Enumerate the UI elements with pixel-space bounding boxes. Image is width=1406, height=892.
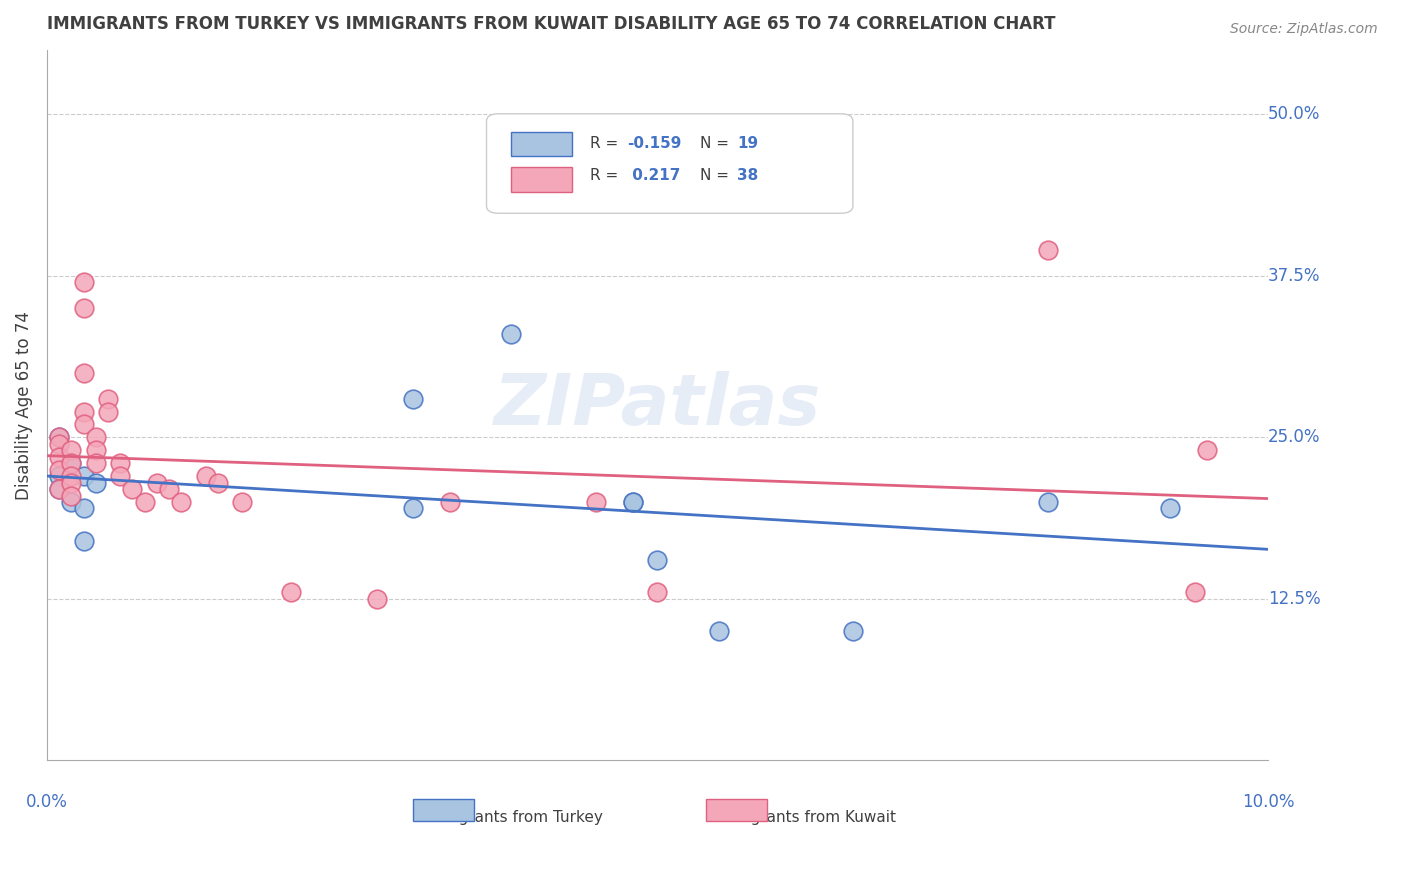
Point — [621, 495, 644, 509]
Point — [72, 276, 94, 290]
Point — [499, 327, 522, 342]
Point — [647, 585, 669, 599]
Point — [72, 404, 94, 418]
Text: 0.0%: 0.0% — [25, 793, 67, 811]
Point — [1038, 495, 1060, 509]
Text: N =: N = — [700, 168, 734, 183]
Point — [72, 501, 94, 516]
Text: 25.0%: 25.0% — [1268, 428, 1320, 446]
Text: Immigrants from Kuwait: Immigrants from Kuwait — [711, 810, 896, 825]
FancyBboxPatch shape — [413, 799, 474, 821]
Text: R =: R = — [591, 168, 623, 183]
Point — [707, 624, 730, 639]
Point — [60, 469, 83, 483]
Text: 38: 38 — [737, 168, 758, 183]
Point — [48, 437, 70, 451]
Point — [60, 475, 83, 490]
Point — [84, 430, 107, 444]
Text: 0.217: 0.217 — [627, 168, 681, 183]
Point — [439, 495, 461, 509]
Text: N =: N = — [700, 136, 734, 151]
Point — [231, 495, 253, 509]
Point — [108, 456, 131, 470]
Point — [170, 495, 193, 509]
Point — [134, 495, 156, 509]
Point — [1159, 501, 1181, 516]
Point — [48, 482, 70, 496]
Point — [621, 495, 644, 509]
Point — [194, 469, 217, 483]
Y-axis label: Disability Age 65 to 74: Disability Age 65 to 74 — [15, 310, 32, 500]
Point — [1195, 443, 1218, 458]
Point — [1038, 243, 1060, 257]
Point — [72, 366, 94, 380]
Point — [60, 456, 83, 470]
Point — [60, 495, 83, 509]
Point — [48, 469, 70, 483]
Point — [97, 392, 120, 406]
Point — [48, 430, 70, 444]
Text: Immigrants from Turkey: Immigrants from Turkey — [419, 810, 602, 825]
Point — [97, 404, 120, 418]
Text: R =: R = — [591, 136, 623, 151]
Point — [207, 475, 229, 490]
Text: 10.0%: 10.0% — [1241, 793, 1295, 811]
Text: 37.5%: 37.5% — [1268, 267, 1320, 285]
Point — [60, 456, 83, 470]
Point — [84, 475, 107, 490]
Text: -0.159: -0.159 — [627, 136, 682, 151]
FancyBboxPatch shape — [510, 131, 572, 156]
Text: Source: ZipAtlas.com: Source: ZipAtlas.com — [1230, 22, 1378, 37]
Point — [366, 591, 388, 606]
Text: ZIPatlas: ZIPatlas — [494, 370, 821, 440]
FancyBboxPatch shape — [706, 799, 768, 821]
Text: 19: 19 — [737, 136, 758, 151]
Point — [48, 482, 70, 496]
FancyBboxPatch shape — [486, 114, 853, 213]
Point — [1184, 585, 1206, 599]
FancyBboxPatch shape — [510, 167, 572, 192]
Point — [157, 482, 180, 496]
Text: 50.0%: 50.0% — [1268, 105, 1320, 123]
Point — [280, 585, 302, 599]
Point — [72, 417, 94, 432]
Point — [84, 443, 107, 458]
Point — [585, 495, 607, 509]
Text: IMMIGRANTS FROM TURKEY VS IMMIGRANTS FROM KUWAIT DISABILITY AGE 65 TO 74 CORRELA: IMMIGRANTS FROM TURKEY VS IMMIGRANTS FRO… — [46, 15, 1056, 33]
Point — [402, 392, 425, 406]
Point — [48, 430, 70, 444]
Text: 12.5%: 12.5% — [1268, 590, 1320, 608]
Point — [72, 533, 94, 548]
Point — [72, 469, 94, 483]
Point — [647, 553, 669, 567]
Point — [72, 301, 94, 316]
Point — [146, 475, 169, 490]
Point — [842, 624, 865, 639]
Point — [48, 450, 70, 464]
Point — [402, 501, 425, 516]
Point — [60, 443, 83, 458]
Point — [84, 456, 107, 470]
Point — [108, 469, 131, 483]
Point — [121, 482, 143, 496]
Point — [60, 489, 83, 503]
Point — [48, 463, 70, 477]
